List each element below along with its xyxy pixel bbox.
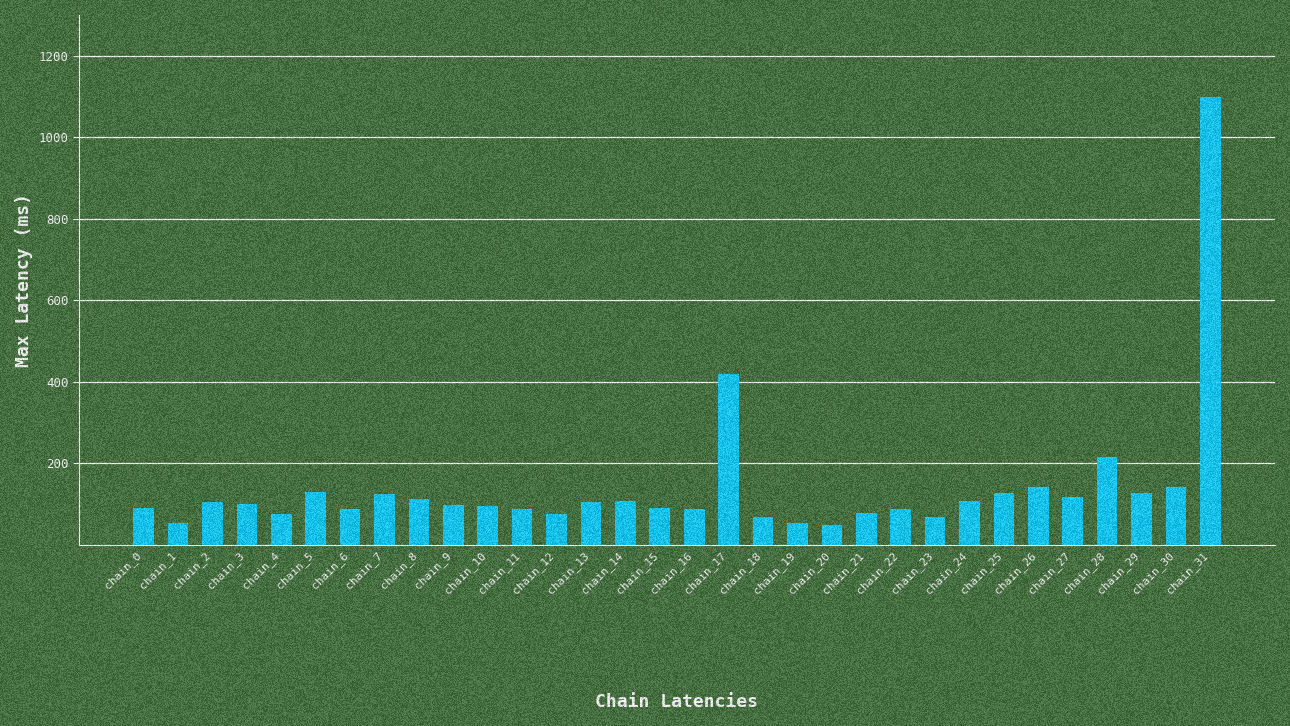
Bar <box>1131 493 1152 545</box>
Bar <box>306 492 326 545</box>
Bar <box>822 526 842 545</box>
Bar <box>752 518 773 545</box>
Bar <box>374 494 395 545</box>
Bar <box>339 509 360 545</box>
Bar <box>236 505 257 545</box>
Y-axis label: Max Latency (ms): Max Latency (ms) <box>15 193 34 367</box>
X-axis label: Chain Latencies: Chain Latencies <box>596 693 759 711</box>
Bar <box>1096 457 1117 545</box>
Bar <box>993 493 1014 545</box>
Bar <box>960 501 980 545</box>
Bar <box>684 509 704 545</box>
Bar <box>719 374 739 545</box>
Bar <box>1063 497 1084 545</box>
Bar <box>442 505 463 545</box>
Bar <box>168 523 188 545</box>
Bar <box>890 509 911 545</box>
Bar <box>1166 487 1187 545</box>
Bar <box>1200 97 1220 545</box>
Bar <box>649 507 670 545</box>
Bar <box>787 523 808 545</box>
Bar <box>615 501 636 545</box>
Bar <box>477 506 498 545</box>
Bar <box>133 508 154 545</box>
Bar <box>925 518 946 545</box>
Bar <box>1028 487 1049 545</box>
Bar <box>512 509 533 545</box>
Bar <box>271 515 292 545</box>
Bar <box>580 502 601 545</box>
Bar <box>203 502 223 545</box>
Bar <box>855 513 876 545</box>
Bar <box>409 499 430 545</box>
Bar <box>546 515 566 545</box>
